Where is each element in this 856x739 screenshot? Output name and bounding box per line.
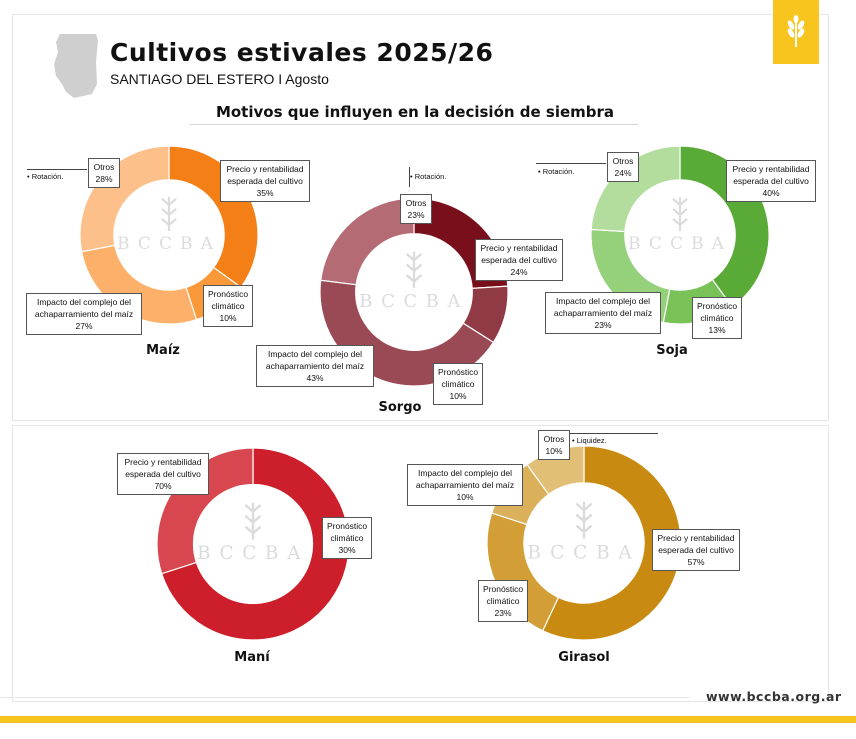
annotation-line-maiz <box>27 169 87 170</box>
brand-logo <box>773 0 819 64</box>
watermark-logo: BCCBA <box>117 196 221 254</box>
chart-title-maiz: Maíz <box>146 343 180 358</box>
data-label-sorgo-otros: Otros 23% <box>400 194 432 224</box>
wheat-icon <box>244 502 262 540</box>
data-label-girasol-impacto: Impacto del complejo del achaparramiento… <box>407 464 523 506</box>
data-value: 30% <box>338 545 356 555</box>
chart-title-sorgo: Sorgo <box>378 400 422 415</box>
data-value: 70% <box>154 481 172 491</box>
data-label-girasol-clima: Pronóstico climático 23% <box>478 580 528 622</box>
donut-chart-mani: BCCBA <box>156 447 350 641</box>
annotation-soja: • Rotación. <box>538 167 575 176</box>
data-label-sorgo-precio: Precio y rentabilidad esperada del culti… <box>475 239 563 281</box>
data-value: 10% <box>545 446 563 456</box>
page-title: Cultivos estivales 2025/26 <box>110 38 494 67</box>
data-value: 23% <box>494 608 512 618</box>
top-panel-frame <box>12 14 829 421</box>
data-value: 24% <box>614 168 632 178</box>
data-label-maiz-impacto: Impacto del complejo del achaparramiento… <box>26 293 142 335</box>
wheat-icon <box>787 15 805 47</box>
data-value: 23% <box>594 320 612 330</box>
data-label-soja-otros: Otros 24% <box>607 152 639 182</box>
watermark-logo: BCCBA <box>628 196 732 254</box>
data-label-sorgo-clima: Pronóstico climático 10% <box>433 363 483 405</box>
data-value: 40% <box>762 188 780 198</box>
annotation-girasol: • Liquidez. <box>572 436 607 445</box>
data-value: 13% <box>708 325 726 335</box>
province-map-icon <box>54 34 98 98</box>
chart-title-soja: Soja <box>656 343 688 358</box>
donut-slice-precio <box>541 445 682 641</box>
annotation-line-sorgo <box>409 167 410 187</box>
watermark-logo: BCCBA <box>197 502 309 564</box>
data-value: 10% <box>449 391 467 401</box>
data-label-girasol-otros: Otros 10% <box>538 430 570 460</box>
chart-title-girasol: Girasol <box>558 650 610 665</box>
data-label-maiz-otros: Otros 28% <box>88 158 120 188</box>
donut-chart-girasol: BCCBA <box>486 445 682 641</box>
data-value: 24% <box>510 267 528 277</box>
annotation-sorgo: • Rotación. <box>410 172 447 181</box>
watermark-text: BCCBA <box>628 234 732 254</box>
data-value: 57% <box>687 557 705 567</box>
data-value: 28% <box>95 174 113 184</box>
watermark-logo: BCCBA <box>527 501 640 563</box>
data-label-mani-clima: Pronóstico climático 30% <box>322 517 372 559</box>
donut-slice-clima <box>156 447 254 575</box>
data-label-maiz-precio: Precio y rentabilidad esperada del culti… <box>220 160 310 202</box>
data-value: 43% <box>306 373 324 383</box>
footer-brand-bar <box>0 716 856 723</box>
data-value: 35% <box>256 188 274 198</box>
data-label-girasol-precio: Precio y rentabilidad esperada del culti… <box>652 529 740 571</box>
wheat-icon <box>575 501 593 539</box>
wheat-icon <box>405 251 423 288</box>
bottom-panel-frame <box>12 425 829 702</box>
footer-divider <box>0 697 690 698</box>
donut-slice-otros <box>79 145 170 253</box>
chart-title-mani: Maní <box>234 650 270 665</box>
wheat-icon <box>672 196 688 231</box>
data-label-mani-precio: Precio y rentabilidad esperada del culti… <box>117 453 209 495</box>
data-value: 23% <box>407 210 425 220</box>
watermark-text: BCCBA <box>359 291 469 312</box>
section-title: Motivos que influyen en la decisión de s… <box>215 103 615 121</box>
data-label-soja-impacto: Impacto del complejo del achaparramiento… <box>545 292 661 334</box>
annotation-line-soja <box>536 163 606 164</box>
section-divider <box>190 124 638 125</box>
annotation-maiz: • Rotación. <box>27 172 64 181</box>
data-value: 10% <box>456 492 474 502</box>
wheat-icon <box>161 196 177 231</box>
data-label-soja-precio: Precio y rentabilidad esperada del culti… <box>726 160 816 202</box>
donut-slice-otros <box>590 145 681 233</box>
data-label-soja-clima: Pronóstico climático 13% <box>692 297 742 339</box>
data-value: 27% <box>75 321 93 331</box>
page-subtitle: SANTIAGO DEL ESTERO I Agosto <box>110 71 329 87</box>
watermark-logo: BCCBA <box>359 251 469 312</box>
data-label-maiz-clima: Pronóstico climático 10% <box>203 285 253 327</box>
watermark-text: BCCBA <box>117 234 221 254</box>
footer-website-link[interactable]: www.bccba.org.ar <box>706 689 842 704</box>
annotation-line-girasol <box>570 433 658 434</box>
watermark-text: BCCBA <box>527 542 640 563</box>
data-label-sorgo-impacto: Impacto del complejo del achaparramiento… <box>256 345 374 387</box>
data-value: 10% <box>219 313 237 323</box>
watermark-text: BCCBA <box>197 543 309 564</box>
